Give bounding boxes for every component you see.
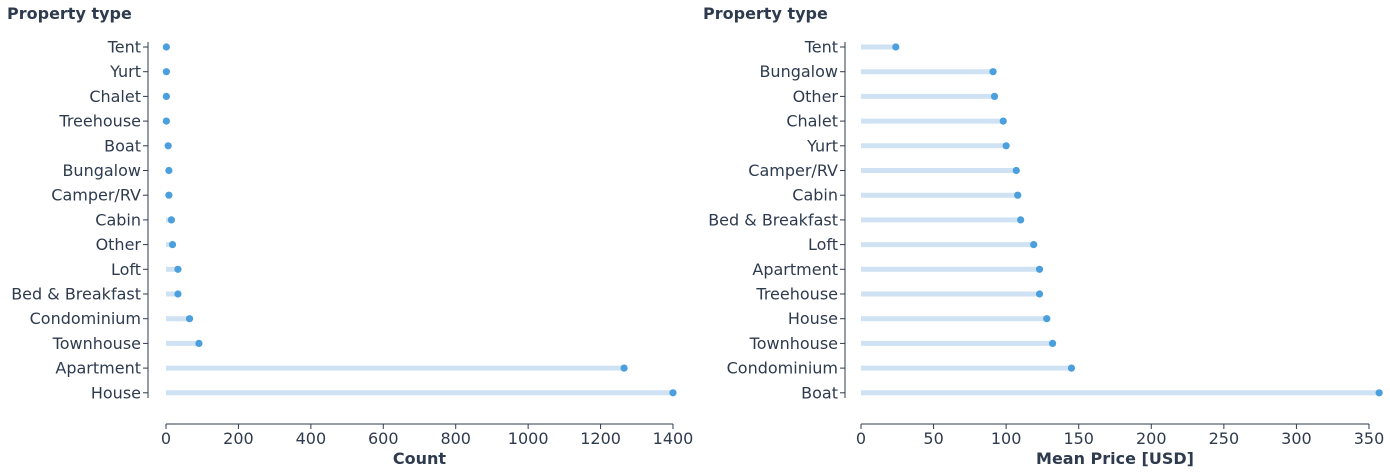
price-x-tick-label: 250 bbox=[1209, 429, 1240, 448]
price-y-tick-label: Bed & Breakfast bbox=[708, 210, 838, 229]
count-y-tick-label: House bbox=[91, 383, 141, 402]
price-lollipop-dot bbox=[990, 92, 999, 100]
mean-price-chart-panel: Property type Tent Bungalow Other Chalet Yurt… bbox=[703, 4, 1384, 468]
count-chart-panel: Property type Tent Yurt Chalet Treehouse Boat… bbox=[7, 4, 693, 468]
price-lollipop-dot bbox=[1043, 315, 1051, 323]
price-lollipop-dot bbox=[999, 117, 1007, 125]
price-lollipop-dot bbox=[1014, 191, 1022, 199]
price-lollipop-dot bbox=[1035, 290, 1044, 298]
price-x-axis-title: Mean Price [USD] bbox=[1036, 449, 1194, 468]
price-x-tick-label: 350 bbox=[1354, 429, 1385, 448]
price-y-tick-label: Condominium bbox=[727, 359, 838, 378]
count-lollipop-dot bbox=[164, 142, 172, 150]
count-lollipop-dot bbox=[162, 68, 170, 76]
count-lollipop-dot bbox=[185, 315, 194, 323]
count-lollipop-dot bbox=[162, 92, 170, 100]
price-y-tick-label: Boat bbox=[801, 383, 838, 402]
price-lollipop-dot bbox=[1048, 339, 1057, 347]
price-lollipop-dot bbox=[1017, 216, 1025, 224]
price-lollipop-dot bbox=[1012, 166, 1020, 175]
count-y-tick-label: Bed & Breakfast bbox=[11, 285, 141, 304]
count-lollipop-dot bbox=[165, 166, 173, 175]
count-y-axis-title: Property type bbox=[7, 4, 132, 23]
price-y-axis-title: Property type bbox=[703, 4, 828, 23]
count-lollipop-dot bbox=[620, 364, 628, 372]
price-y-tick-label: Chalet bbox=[786, 112, 838, 131]
count-lollipop-dot bbox=[167, 216, 176, 224]
count-y-tick-label: Apartment bbox=[55, 359, 141, 378]
price-x-tick-label: 150 bbox=[1063, 429, 1094, 448]
price-y-tick-label: Apartment bbox=[752, 260, 838, 279]
price-x-tick-label: 50 bbox=[923, 429, 943, 448]
price-y-tick-label: House bbox=[788, 309, 838, 328]
count-x-axis-title: Count bbox=[393, 449, 447, 468]
price-lollipop-dot bbox=[1067, 364, 1076, 372]
price-lollipop-dot bbox=[1035, 265, 1044, 273]
count-x-tick-label: 0 bbox=[161, 429, 171, 448]
count-x-tick-label: 400 bbox=[296, 429, 327, 448]
count-lollipop-dot bbox=[669, 389, 677, 397]
price-lollipop-dot bbox=[1375, 389, 1383, 397]
count-y-tick-label: Chalet bbox=[89, 87, 141, 106]
count-x-tick-label: 600 bbox=[368, 429, 399, 448]
price-y-tick-label: Camper/RV bbox=[748, 161, 838, 180]
price-x-tick-label: 100 bbox=[991, 429, 1022, 448]
count-lollipop-dot bbox=[165, 191, 173, 199]
count-y-tick-label: Cabin bbox=[95, 210, 141, 229]
count-x-tick-label: 1000 bbox=[508, 429, 549, 448]
count-lollipop-dot bbox=[195, 339, 203, 347]
price-x-tick-label: 0 bbox=[856, 429, 866, 448]
count-y-tick-label: Camper/RV bbox=[51, 186, 141, 205]
price-y-tick-label: Yurt bbox=[806, 136, 838, 155]
count-x-tick-label: 1200 bbox=[580, 429, 621, 448]
count-x-tick-label: 1400 bbox=[653, 429, 694, 448]
count-y-tick-label: Tent bbox=[107, 38, 141, 57]
price-y-tick-label: Loft bbox=[808, 235, 838, 254]
price-lollipop-dot bbox=[1030, 241, 1038, 249]
count-x-tick-label: 200 bbox=[223, 429, 254, 448]
price-y-tick-label: Cabin bbox=[792, 186, 838, 205]
count-lollipop-dot bbox=[174, 265, 182, 273]
count-y-tick-label: Condominium bbox=[30, 309, 141, 328]
price-x-tick-label: 300 bbox=[1281, 429, 1312, 448]
price-lollipop-dot bbox=[1002, 142, 1010, 150]
count-x-tick-label: 800 bbox=[440, 429, 471, 448]
count-y-tick-label: Other bbox=[96, 235, 142, 254]
count-y-tick-label: Treehouse bbox=[58, 112, 141, 131]
count-lollipop-dot bbox=[174, 290, 182, 298]
count-y-tick-label: Yurt bbox=[109, 62, 141, 81]
price-x-tick-label: 200 bbox=[1136, 429, 1167, 448]
price-y-tick-label: Tent bbox=[804, 38, 838, 57]
price-lollipop-dot bbox=[989, 68, 997, 76]
count-y-tick-label: Townhouse bbox=[52, 334, 141, 353]
price-y-tick-label: Treehouse bbox=[755, 285, 838, 304]
price-y-tick-label: Other bbox=[793, 87, 839, 106]
price-y-tick-label: Townhouse bbox=[749, 334, 838, 353]
count-y-tick-label: Loft bbox=[111, 260, 141, 279]
count-y-tick-label: Boat bbox=[104, 136, 141, 155]
price-y-tick-label: Bungalow bbox=[759, 62, 838, 81]
count-lollipop-dot bbox=[162, 117, 170, 125]
price-lollipop-dot bbox=[892, 43, 900, 51]
count-y-tick-label: Bungalow bbox=[62, 161, 141, 180]
count-lollipop-dot bbox=[168, 241, 177, 249]
count-lollipop-dot bbox=[162, 43, 170, 51]
